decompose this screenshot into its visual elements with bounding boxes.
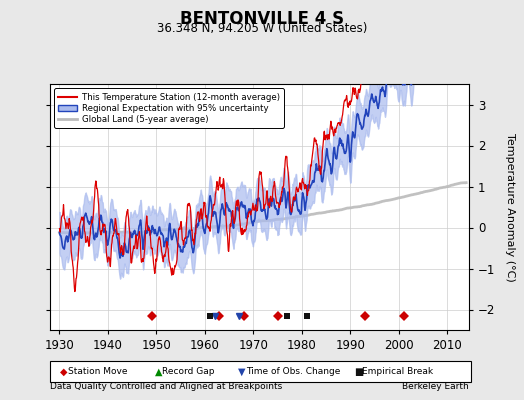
- Text: ■: ■: [354, 366, 363, 377]
- Text: Berkeley Earth: Berkeley Earth: [402, 382, 469, 391]
- Text: 36.348 N, 94.205 W (United States): 36.348 N, 94.205 W (United States): [157, 22, 367, 35]
- Text: Station Move: Station Move: [68, 367, 128, 376]
- Text: Record Gap: Record Gap: [162, 367, 215, 376]
- Text: ▼: ▼: [238, 366, 246, 377]
- Text: BENTONVILLE 4 S: BENTONVILLE 4 S: [180, 10, 344, 28]
- Legend: This Temperature Station (12-month average), Regional Expectation with 95% uncer: This Temperature Station (12-month avera…: [54, 88, 284, 128]
- Text: ▲: ▲: [155, 366, 162, 377]
- Y-axis label: Temperature Anomaly (°C): Temperature Anomaly (°C): [505, 133, 515, 281]
- Text: Data Quality Controlled and Aligned at Breakpoints: Data Quality Controlled and Aligned at B…: [50, 382, 282, 391]
- Text: Empirical Break: Empirical Break: [362, 367, 433, 376]
- Text: ◆: ◆: [60, 366, 68, 377]
- Text: Time of Obs. Change: Time of Obs. Change: [246, 367, 341, 376]
